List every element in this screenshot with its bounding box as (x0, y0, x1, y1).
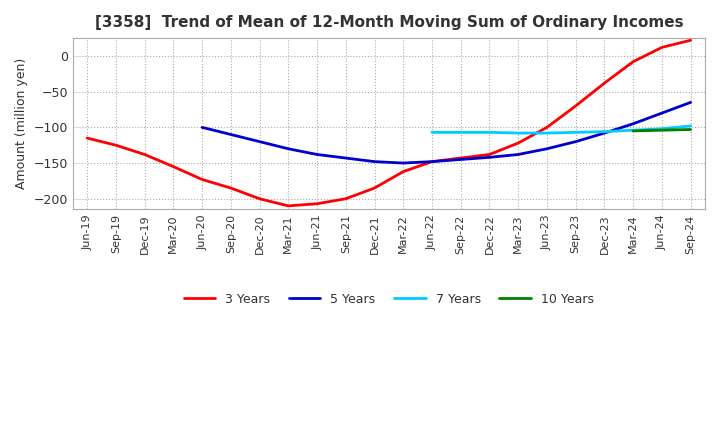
Line: 7 Years: 7 Years (432, 126, 690, 133)
3 Years (370, 185, 379, 191)
7 Years (657, 126, 666, 132)
5 Years (198, 125, 207, 130)
5 Years (370, 159, 379, 164)
7 Years (543, 130, 552, 136)
3 Years (284, 203, 292, 209)
5 Years (341, 155, 350, 161)
5 Years (629, 121, 637, 126)
5 Years (572, 139, 580, 144)
7 Years (600, 129, 608, 134)
5 Years (485, 155, 494, 160)
7 Years (514, 130, 523, 136)
5 Years (312, 152, 321, 157)
5 Years (514, 152, 523, 157)
5 Years (686, 100, 695, 105)
7 Years (572, 130, 580, 135)
3 Years (227, 185, 235, 191)
3 Years (198, 177, 207, 182)
Line: 3 Years: 3 Years (87, 40, 690, 206)
3 Years (686, 37, 695, 43)
7 Years (428, 130, 436, 135)
5 Years (428, 159, 436, 164)
Y-axis label: Amount (million yen): Amount (million yen) (15, 58, 28, 189)
5 Years (227, 132, 235, 137)
3 Years (312, 201, 321, 206)
7 Years (629, 128, 637, 133)
10 Years (686, 127, 695, 132)
7 Years (485, 130, 494, 135)
3 Years (169, 164, 178, 169)
3 Years (657, 45, 666, 50)
3 Years (572, 103, 580, 109)
3 Years (543, 125, 552, 130)
3 Years (514, 140, 523, 146)
5 Years (600, 130, 608, 136)
3 Years (629, 59, 637, 64)
10 Years (629, 128, 637, 134)
10 Years (657, 128, 666, 133)
5 Years (456, 157, 465, 162)
3 Years (112, 143, 120, 148)
Title: [3358]  Trend of Mean of 12-Month Moving Sum of Ordinary Incomes: [3358] Trend of Mean of 12-Month Moving … (94, 15, 683, 30)
5 Years (256, 139, 264, 144)
3 Years (428, 159, 436, 164)
3 Years (140, 152, 149, 157)
Line: 10 Years: 10 Years (633, 129, 690, 131)
3 Years (456, 155, 465, 161)
5 Years (399, 161, 408, 166)
3 Years (600, 81, 608, 86)
5 Years (284, 146, 292, 151)
3 Years (341, 196, 350, 202)
5 Years (543, 146, 552, 151)
3 Years (256, 196, 264, 202)
7 Years (686, 123, 695, 128)
3 Years (399, 169, 408, 174)
3 Years (485, 152, 494, 157)
3 Years (83, 136, 91, 141)
Line: 5 Years: 5 Years (202, 103, 690, 163)
Legend: 3 Years, 5 Years, 7 Years, 10 Years: 3 Years, 5 Years, 7 Years, 10 Years (179, 288, 598, 311)
5 Years (657, 110, 666, 116)
7 Years (456, 130, 465, 135)
